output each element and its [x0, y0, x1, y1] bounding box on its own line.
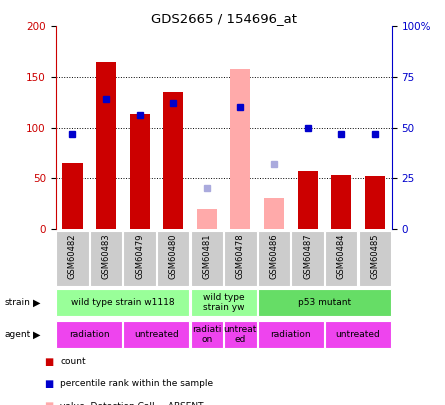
- Bar: [96, 62, 116, 229]
- Bar: [224, 321, 256, 348]
- Bar: [163, 92, 183, 229]
- Bar: [258, 289, 391, 316]
- Bar: [258, 321, 324, 348]
- Bar: [258, 231, 290, 286]
- Bar: [57, 321, 122, 348]
- Text: percentile rank within the sample: percentile rank within the sample: [60, 379, 213, 388]
- Bar: [90, 231, 122, 286]
- Text: GSM60486: GSM60486: [270, 234, 279, 279]
- Text: agent: agent: [4, 330, 31, 339]
- Bar: [291, 231, 324, 286]
- Bar: [224, 231, 256, 286]
- Text: ▶: ▶: [33, 298, 41, 308]
- Bar: [57, 231, 89, 286]
- Bar: [231, 69, 251, 229]
- Text: strain: strain: [4, 298, 30, 307]
- Text: radiati
on: radiati on: [192, 325, 222, 344]
- Text: value, Detection Call = ABSENT: value, Detection Call = ABSENT: [60, 402, 203, 405]
- Bar: [129, 115, 150, 229]
- Text: GSM60479: GSM60479: [135, 234, 144, 279]
- Bar: [191, 231, 223, 286]
- Text: untreat
ed: untreat ed: [224, 325, 257, 344]
- Bar: [359, 231, 391, 286]
- Bar: [298, 171, 318, 229]
- Bar: [57, 289, 189, 316]
- Text: ■: ■: [44, 379, 54, 389]
- Text: untreated: untreated: [134, 330, 179, 339]
- Bar: [124, 231, 156, 286]
- Text: GSM60485: GSM60485: [370, 234, 379, 279]
- Bar: [325, 231, 357, 286]
- Title: GDS2665 / 154696_at: GDS2665 / 154696_at: [150, 12, 297, 25]
- Text: count: count: [60, 357, 86, 366]
- Bar: [325, 321, 391, 348]
- Bar: [331, 175, 351, 229]
- Text: GSM60482: GSM60482: [68, 234, 77, 279]
- Bar: [365, 176, 385, 229]
- Bar: [191, 321, 223, 348]
- Text: wild type
strain yw: wild type strain yw: [203, 293, 244, 312]
- Text: untreated: untreated: [336, 330, 380, 339]
- Bar: [264, 198, 284, 229]
- Bar: [191, 289, 256, 316]
- Text: GSM60487: GSM60487: [303, 234, 312, 279]
- Text: wild type strain w1118: wild type strain w1118: [71, 298, 174, 307]
- Bar: [157, 231, 189, 286]
- Text: GSM60481: GSM60481: [202, 234, 211, 279]
- Text: radiation: radiation: [69, 330, 109, 339]
- Text: GSM60478: GSM60478: [236, 234, 245, 279]
- Text: GSM60484: GSM60484: [337, 234, 346, 279]
- Text: p53 mutant: p53 mutant: [298, 298, 351, 307]
- Bar: [197, 209, 217, 229]
- Bar: [62, 163, 82, 229]
- Text: GSM60480: GSM60480: [169, 234, 178, 279]
- Text: ■: ■: [44, 401, 54, 405]
- Bar: [124, 321, 189, 348]
- Text: GSM60483: GSM60483: [101, 234, 110, 279]
- Text: ▶: ▶: [33, 329, 41, 339]
- Text: radiation: radiation: [271, 330, 311, 339]
- Text: ■: ■: [44, 357, 54, 367]
